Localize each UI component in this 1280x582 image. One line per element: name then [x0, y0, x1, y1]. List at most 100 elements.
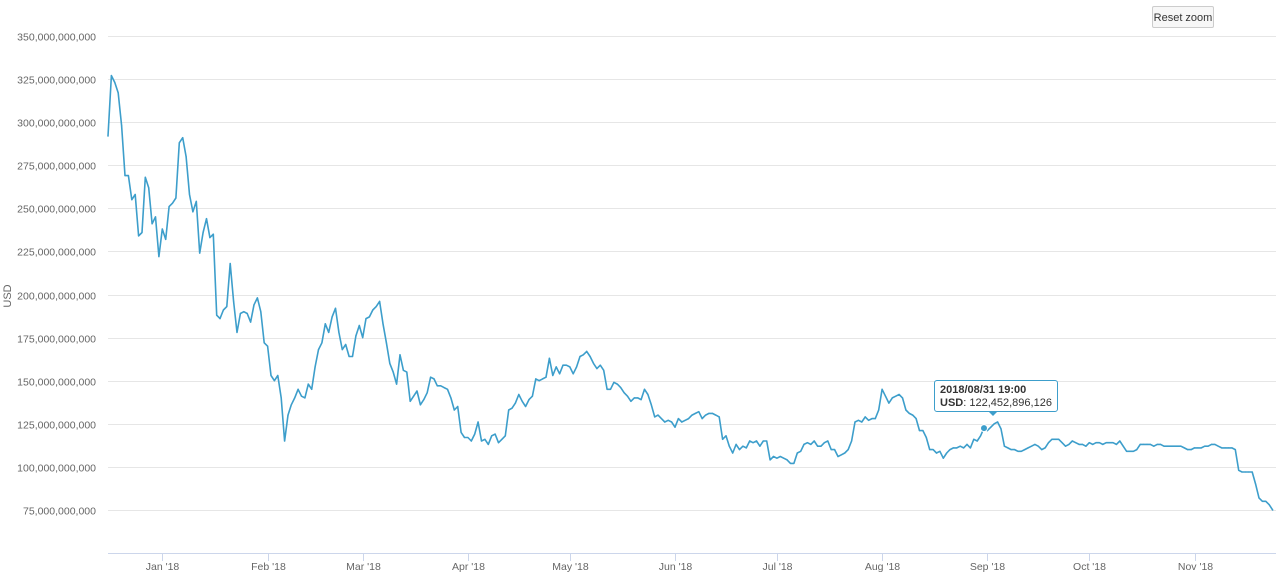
- data-point: [664, 421, 666, 423]
- data-point: [657, 414, 659, 416]
- data-point: [586, 350, 588, 352]
- data-point: [609, 388, 612, 390]
- data-point: [1020, 450, 1022, 452]
- data-point: [457, 405, 459, 408]
- data-point: [766, 440, 768, 442]
- data-point: [616, 383, 618, 385]
- data-point: [688, 418, 690, 420]
- data-point: [823, 442, 826, 444]
- data-point: [1007, 447, 1009, 449]
- data-point: [202, 231, 204, 234]
- data-point: [494, 433, 496, 435]
- data-point: [348, 355, 350, 358]
- data-point: [307, 383, 309, 385]
- data-point: [1224, 447, 1226, 449]
- x-tick-label: Aug '18: [865, 561, 900, 573]
- data-point: [813, 440, 815, 442]
- reset-zoom-button[interactable]: Reset zoom: [1152, 6, 1214, 28]
- data-point: [997, 421, 999, 423]
- data-point: [443, 387, 445, 389]
- data-point: [379, 300, 381, 302]
- data-point: [973, 438, 975, 440]
- data-point: [154, 216, 157, 218]
- data-point: [365, 318, 367, 320]
- data-point: [117, 92, 119, 94]
- data-point: [521, 400, 523, 402]
- data-point: [698, 411, 700, 413]
- data-point: [1234, 449, 1236, 451]
- data-point: [1160, 443, 1162, 445]
- data-point: [667, 419, 669, 421]
- data-point: [246, 312, 248, 315]
- data-point: [362, 337, 364, 339]
- data-point: [467, 436, 469, 439]
- data-point: [1221, 447, 1223, 449]
- data-point: [168, 206, 170, 208]
- data-point: [565, 364, 568, 366]
- data-point: [1041, 449, 1043, 451]
- data-point: [691, 414, 693, 416]
- data-point: [219, 318, 221, 320]
- data-point: [1248, 471, 1250, 473]
- data-point: [328, 331, 330, 333]
- data-point: [195, 200, 197, 202]
- data-point: [1238, 469, 1240, 471]
- data-point: [297, 388, 299, 390]
- data-point: [555, 366, 557, 368]
- data-point: [436, 385, 438, 387]
- data-point: [1047, 442, 1050, 444]
- data-point: [270, 374, 272, 377]
- data-point: [1180, 445, 1182, 447]
- data-point: [531, 395, 534, 397]
- data-points: [107, 75, 1274, 511]
- data-point: [857, 419, 860, 421]
- data-point: [592, 362, 595, 364]
- data-point: [525, 405, 527, 408]
- data-point: [345, 343, 347, 346]
- data-point: [1244, 471, 1246, 473]
- data-point: [956, 447, 958, 449]
- data-point: [1112, 442, 1114, 444]
- data-point: [504, 435, 506, 437]
- data-point: [368, 316, 370, 318]
- data-point: [514, 402, 517, 404]
- y-tick-label: 100,000,000,000: [17, 463, 96, 475]
- data-point: [331, 316, 333, 318]
- data-point: [433, 378, 435, 380]
- data-point: [1098, 442, 1100, 444]
- data-point: [579, 355, 581, 358]
- series-line[interactable]: [107, 74, 1274, 511]
- tooltip-series-label: USD: [940, 397, 964, 409]
- data-point: [606, 388, 608, 390]
- data-point: [671, 421, 673, 423]
- data-point: [548, 357, 551, 359]
- data-point: [745, 447, 747, 449]
- data-point: [830, 449, 832, 451]
- data-point: [317, 349, 320, 351]
- data-point: [827, 440, 829, 442]
- x-tick-label: Feb '18: [251, 561, 286, 573]
- data-point: [1078, 443, 1080, 445]
- data-point: [749, 440, 751, 442]
- data-point: [732, 452, 734, 454]
- data-point: [623, 392, 625, 394]
- data-point: [1197, 447, 1199, 449]
- data-point: [1265, 500, 1267, 502]
- data-point: [171, 202, 174, 204]
- data-point: [1017, 450, 1019, 452]
- data-point: [803, 443, 805, 445]
- tooltip-date: 2018/08/31 19:00: [940, 384, 1027, 396]
- data-point: [562, 364, 564, 366]
- x-tick-label: May '18: [552, 561, 589, 573]
- data-point: [837, 455, 839, 458]
- data-point: [338, 331, 340, 333]
- data-point: [1051, 438, 1053, 440]
- data-point: [708, 412, 710, 414]
- data-point: [599, 364, 601, 366]
- data-point: [351, 355, 354, 358]
- data-point: [161, 228, 163, 230]
- data-point: [484, 438, 486, 440]
- data-tooltip: 2018/08/31 19:00 USD: 122,452,896,126: [934, 380, 1058, 412]
- data-point: [582, 354, 584, 356]
